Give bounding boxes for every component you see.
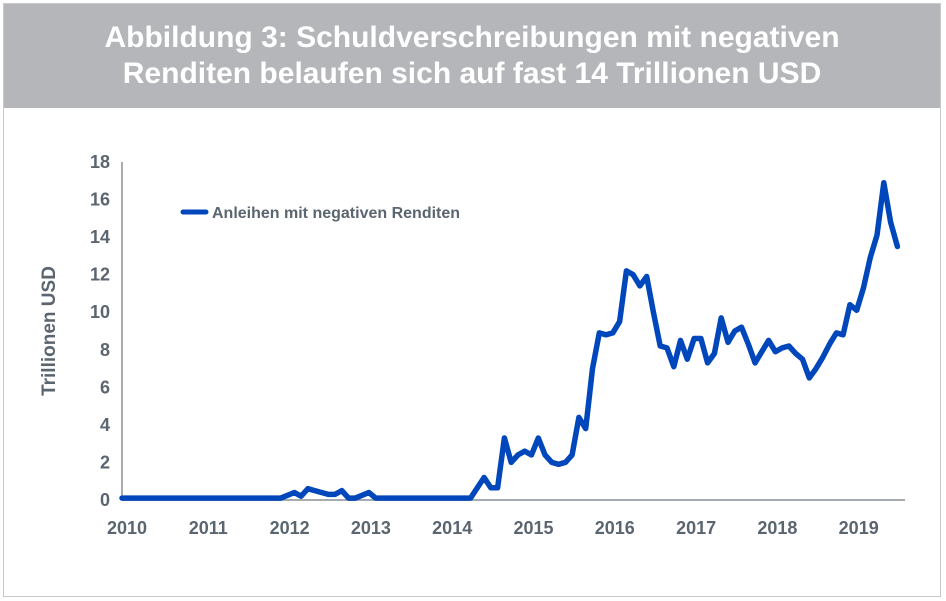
x-tick-label: 2011 (189, 518, 228, 538)
x-tick-label: 2017 (676, 518, 716, 538)
y-tick-label: 16 (90, 190, 110, 210)
y-tick-label: 18 (90, 152, 110, 172)
x-tick-label: 2018 (757, 518, 797, 538)
y-tick-label: 6 (100, 377, 110, 397)
y-tick-label: 4 (100, 415, 110, 435)
x-tick-label: 2015 (513, 518, 553, 538)
y-tick-label: 14 (90, 227, 110, 247)
y-tick-label: 12 (90, 265, 110, 285)
y-tick-label: 10 (90, 302, 110, 322)
x-tick-label: 2013 (351, 518, 391, 538)
legend-label: Anleihen mit negativen Renditen (212, 205, 460, 222)
x-tick-label: 2016 (595, 518, 635, 538)
x-tick-label: 2019 (839, 518, 879, 538)
x-tick-label: 2014 (432, 518, 472, 538)
chart-title: Abbildung 3: Schuldverschreibungen mit n… (4, 4, 940, 108)
y-tick-label: 0 (100, 490, 110, 510)
chart-frame (3, 3, 941, 597)
title-line-1: Abbildung 3: Schuldverschreibungen mit n… (104, 21, 840, 54)
y-tick-label: 2 (100, 452, 110, 472)
y-tick-label: 8 (100, 340, 110, 360)
x-tick-label: 2012 (270, 518, 310, 538)
x-tick-label: 2010 (107, 518, 147, 538)
legend: Anleihen mit negativen Renditen (180, 205, 460, 222)
title-line-2: Renditen belaufen sich auf fast 14 Trill… (122, 57, 822, 90)
series-line (119, 179, 901, 501)
y-axis-label: Trillionen USD (39, 266, 60, 396)
